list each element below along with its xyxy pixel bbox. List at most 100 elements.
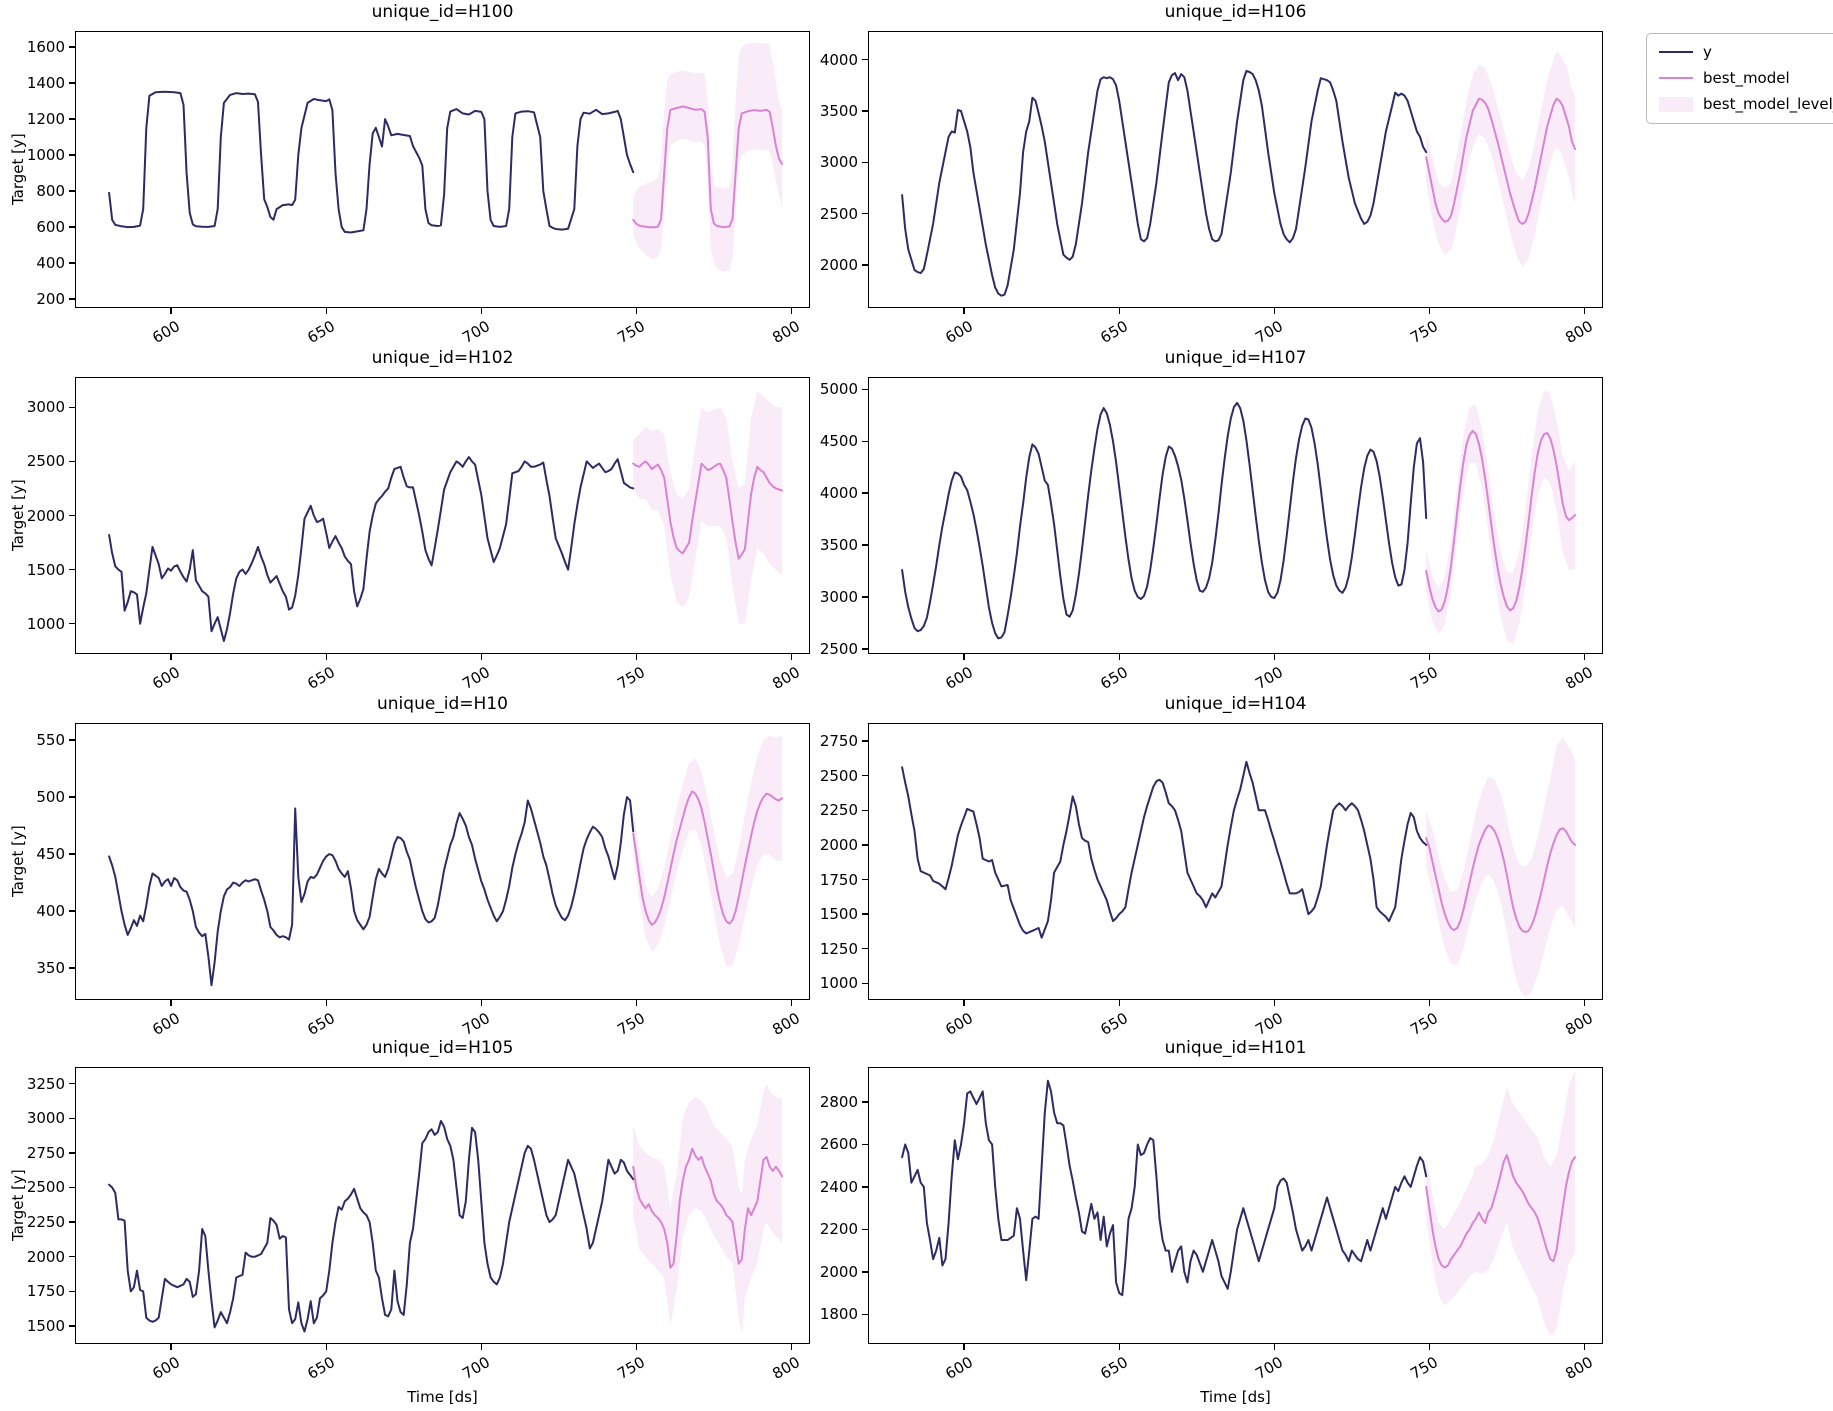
series-y	[901, 760, 1428, 939]
legend-label-y: y	[1703, 43, 1712, 61]
y-tick-label: 600	[36, 218, 65, 237]
y-tick	[69, 739, 75, 741]
y-tick	[69, 1152, 75, 1154]
x-tick-label: 650	[1097, 317, 1132, 347]
y-tick-label: 450	[36, 845, 65, 864]
x-tick	[1428, 1344, 1431, 1350]
y-tick-label: 1600	[26, 38, 65, 57]
x-tick	[1273, 1344, 1275, 1350]
y-tick-label: 2000	[26, 506, 65, 525]
x-tick	[1118, 654, 1120, 660]
y-tick	[69, 1256, 75, 1258]
x-tick	[635, 654, 638, 660]
x-tick	[480, 308, 482, 314]
x-tick-label: 800	[1562, 1353, 1597, 1383]
y-tick-label: 2500	[26, 452, 65, 471]
x-tick	[1583, 1000, 1586, 1006]
series-best_model	[1425, 429, 1577, 613]
y-tick	[69, 796, 75, 798]
y-tick-label: 1500	[819, 905, 858, 924]
y-tick	[862, 774, 868, 777]
x-axis-title: Time [ds]	[1200, 1388, 1271, 1406]
series-y	[901, 70, 1428, 297]
x-tick-label: 600	[149, 317, 184, 347]
x-tick	[1428, 308, 1431, 314]
x-tick	[170, 654, 172, 660]
x-tick-label: 750	[614, 1009, 649, 1039]
x-tick-label: 700	[1252, 317, 1287, 347]
plot-title: unique_id=H107	[1164, 348, 1307, 368]
y-tick-label: 1750	[26, 1282, 65, 1301]
y-tick-label: 2000	[26, 1247, 65, 1266]
y-tick	[69, 226, 75, 228]
y-tick-label: 1000	[819, 974, 858, 993]
x-tick	[963, 1344, 965, 1350]
x-tick	[790, 1000, 793, 1006]
legend-item-best-model: best_model	[1659, 69, 1833, 87]
y-tick-label: 2200	[819, 1220, 858, 1239]
y-tick-label: 3250	[26, 1074, 65, 1093]
x-tick-label: 800	[1562, 317, 1597, 347]
y-tick-label: 5000	[819, 380, 858, 399]
y-tick	[862, 878, 868, 881]
confidence-band	[1426, 51, 1576, 267]
x-tick-label: 700	[459, 1009, 494, 1039]
y-tick	[862, 110, 868, 112]
subplot-H100: unique_id=H100 600 650 700 750 800 200 400 600 80…	[9, 2, 810, 347]
y-tick	[69, 262, 75, 264]
series-y	[108, 90, 635, 234]
y-tick	[69, 46, 75, 48]
y-tick	[862, 596, 868, 598]
x-tick	[480, 1344, 482, 1350]
y-tick-label: 3000	[819, 153, 858, 172]
x-tick	[1118, 1344, 1120, 1350]
x-tick	[1583, 1344, 1586, 1350]
y-tick	[862, 1101, 868, 1103]
series-best_model	[632, 1147, 784, 1269]
y-tick	[862, 1271, 868, 1273]
y-tick-label: 1400	[26, 74, 65, 93]
y-tick-label: 400	[36, 902, 65, 921]
plot-canvas	[901, 390, 1577, 644]
y-tick-label: 2500	[819, 766, 858, 785]
y-tick	[69, 460, 75, 463]
confidence-band	[1426, 1070, 1576, 1336]
x-tick	[1118, 308, 1120, 314]
plot-canvas	[108, 735, 784, 987]
y-tick	[862, 544, 868, 546]
x-tick-label: 650	[304, 1009, 339, 1039]
y-tick	[862, 59, 868, 61]
y-tick-label: 200	[36, 290, 65, 308]
x-tick	[325, 308, 327, 314]
y-tick-label: 3500	[819, 536, 858, 555]
x-tick	[790, 654, 793, 660]
y-tick	[69, 154, 75, 156]
y-tick-label: 400	[36, 254, 65, 273]
y-tick	[862, 1186, 868, 1188]
y-tick-label: 2750	[819, 732, 858, 750]
y-tick-label: 2800	[819, 1093, 858, 1112]
y-tick	[69, 1290, 75, 1293]
x-tick-label: 800	[1562, 1009, 1597, 1039]
y-tick-label: 3000	[819, 587, 858, 606]
series-y	[108, 1120, 635, 1333]
x-tick	[1118, 1000, 1120, 1006]
legend: y best_model best_model_level_90	[1646, 33, 1833, 124]
y-tick-label: 2600	[819, 1135, 858, 1154]
y-tick-label: 1200	[26, 110, 65, 129]
y-tick	[69, 118, 75, 120]
series-y	[108, 456, 635, 642]
x-tick-label: 650	[1097, 663, 1132, 693]
legend-label-best-model-level-90: best_model_level_90	[1703, 95, 1833, 113]
series-best_model	[1425, 1154, 1577, 1269]
confidence-band	[1426, 390, 1576, 644]
y-tick	[862, 1313, 868, 1315]
x-tick	[635, 308, 638, 314]
y-tick	[862, 212, 868, 215]
x-tick	[170, 308, 172, 314]
y-tick	[69, 1117, 75, 1119]
x-tick	[963, 1000, 965, 1006]
x-tick-label: 650	[1097, 1009, 1132, 1039]
series-best_model	[1425, 824, 1577, 934]
x-tick-label: 750	[1407, 1009, 1442, 1039]
